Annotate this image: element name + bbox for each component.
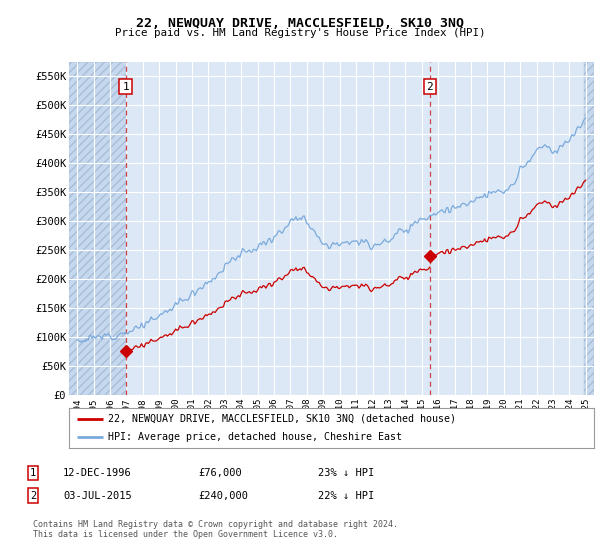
Text: 1: 1 xyxy=(122,82,129,92)
Text: Contains HM Land Registry data © Crown copyright and database right 2024.
This d: Contains HM Land Registry data © Crown c… xyxy=(33,520,398,539)
Text: HPI: Average price, detached house, Cheshire East: HPI: Average price, detached house, Ches… xyxy=(109,432,403,442)
Text: 22, NEWQUAY DRIVE, MACCLESFIELD, SK10 3NQ (detached house): 22, NEWQUAY DRIVE, MACCLESFIELD, SK10 3N… xyxy=(109,414,457,423)
Text: 2: 2 xyxy=(30,491,36,501)
Text: 2: 2 xyxy=(427,82,433,92)
Text: 22, NEWQUAY DRIVE, MACCLESFIELD, SK10 3NQ: 22, NEWQUAY DRIVE, MACCLESFIELD, SK10 3N… xyxy=(136,17,464,30)
Bar xyxy=(69,62,125,395)
Text: 12-DEC-1996: 12-DEC-1996 xyxy=(63,468,132,478)
Text: £76,000: £76,000 xyxy=(198,468,242,478)
Text: 03-JUL-2015: 03-JUL-2015 xyxy=(63,491,132,501)
Text: 23% ↓ HPI: 23% ↓ HPI xyxy=(318,468,374,478)
Text: 22% ↓ HPI: 22% ↓ HPI xyxy=(318,491,374,501)
Bar xyxy=(584,62,594,395)
Text: 1: 1 xyxy=(30,468,36,478)
Text: Price paid vs. HM Land Registry's House Price Index (HPI): Price paid vs. HM Land Registry's House … xyxy=(115,28,485,38)
Text: £240,000: £240,000 xyxy=(198,491,248,501)
